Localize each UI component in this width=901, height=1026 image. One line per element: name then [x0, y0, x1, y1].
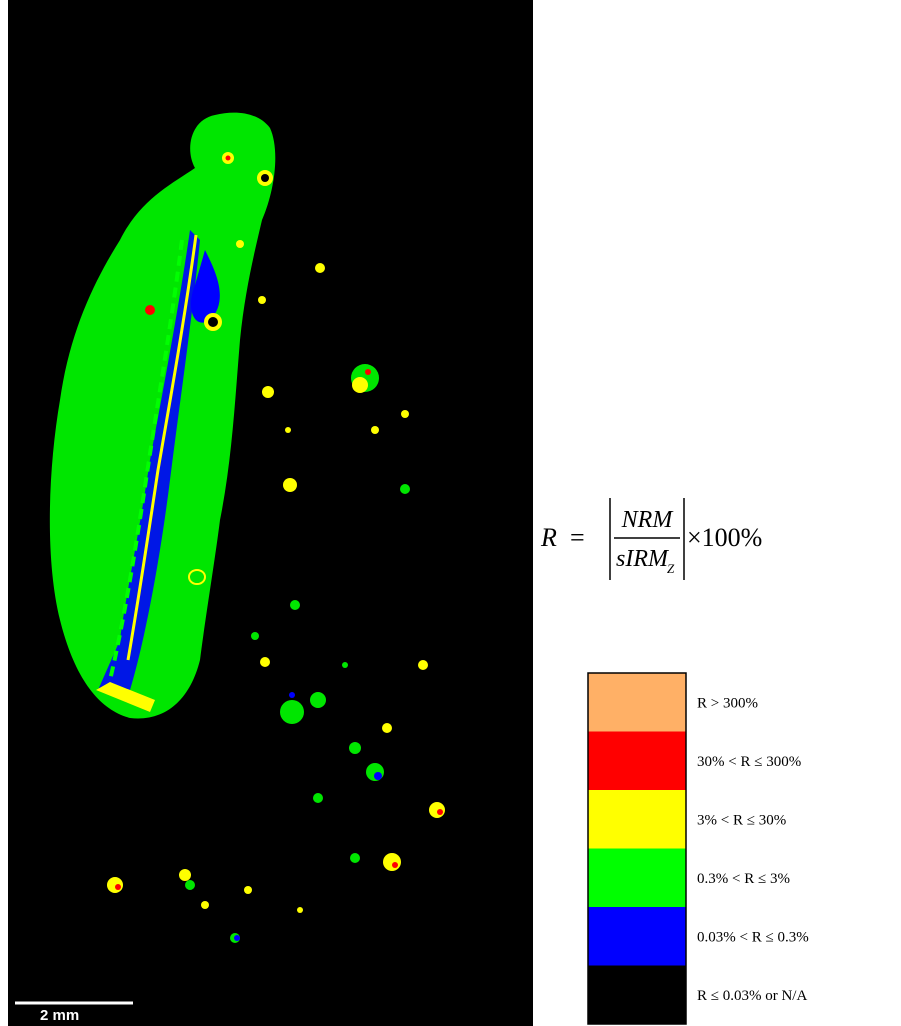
legend-label: 0.03% < R ≤ 0.3% — [697, 929, 809, 945]
legend-label: 30% < R ≤ 300% — [697, 754, 801, 770]
map-image — [49, 112, 445, 943]
legend-label: 3% < R ≤ 30% — [697, 812, 786, 828]
formula-factor: ×100% — [687, 523, 762, 552]
legend-swatch — [588, 790, 686, 849]
legend-swatch — [588, 731, 686, 790]
legend-swatch — [588, 673, 686, 732]
formula: R = NRM sIRM Z ×100% — [540, 498, 762, 580]
formula-numerator: NRM — [621, 507, 675, 533]
legend-label: 0.3% < R ≤ 3% — [697, 871, 790, 887]
legend-border — [587, 672, 687, 1025]
legend-label: R ≤ 0.03% or N/A — [697, 988, 807, 1004]
formula-equals: = — [570, 523, 585, 552]
legend: R > 300% 30% < R ≤ 300% 3% < R ≤ 30% 0.3% <… — [587, 672, 809, 1025]
formula-lhs: R — [540, 523, 557, 552]
legend-swatch — [588, 848, 686, 907]
legend-label: R > 300% — [697, 695, 758, 711]
legend-swatch — [588, 965, 686, 1024]
formula-subscript: Z — [667, 561, 675, 576]
legend-swatch — [588, 907, 686, 966]
scale-bar-label: 2 mm — [40, 1007, 79, 1024]
formula-denominator: sIRM — [616, 546, 670, 572]
